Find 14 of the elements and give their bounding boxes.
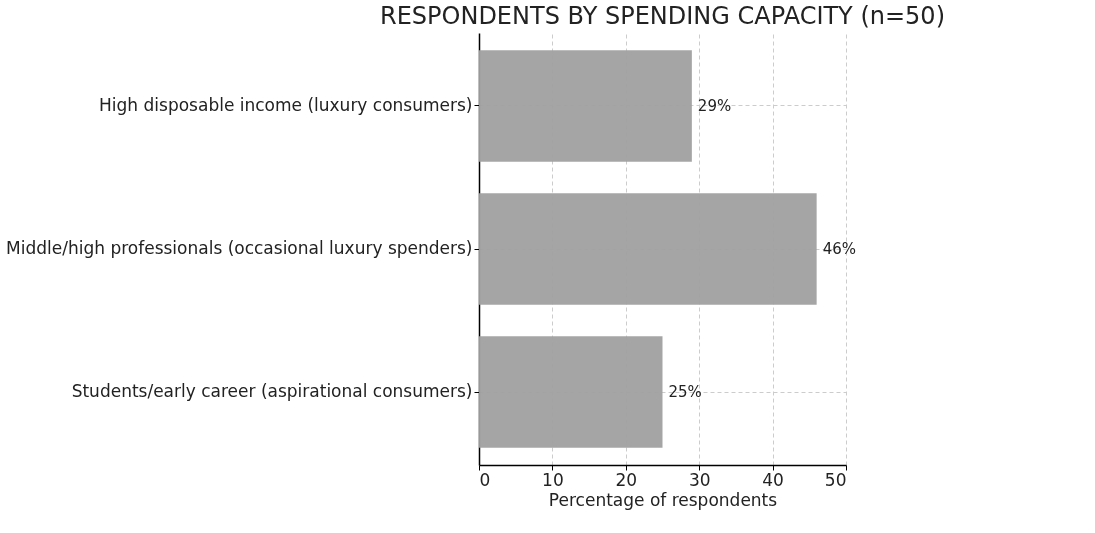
x-axis-title: Percentage of respondents [548, 489, 778, 510]
data-label: 46% [822, 240, 856, 258]
x-tick-label: 20 [615, 469, 638, 490]
x-tick-label: 0 [479, 469, 491, 490]
x-tick-label: 30 [688, 469, 711, 490]
x-tick-label: 50 [824, 469, 847, 490]
x-tick-label: 10 [542, 469, 564, 490]
chart-title: RESPONDENTS BY SPENDING CAPACITY (n=50) [380, 2, 945, 30]
data-label: 29% [697, 96, 732, 115]
y-tick-label: Students/early career (aspirational consumers) [71, 381, 473, 402]
y-tick-label: High disposable income (luxury consumers) [99, 94, 473, 115]
x-tick-label: 40 [762, 469, 784, 490]
data-label: 25% [668, 383, 702, 402]
y-tick-label: Middle/high professionals (occasional luxury spenders) [6, 238, 473, 258]
